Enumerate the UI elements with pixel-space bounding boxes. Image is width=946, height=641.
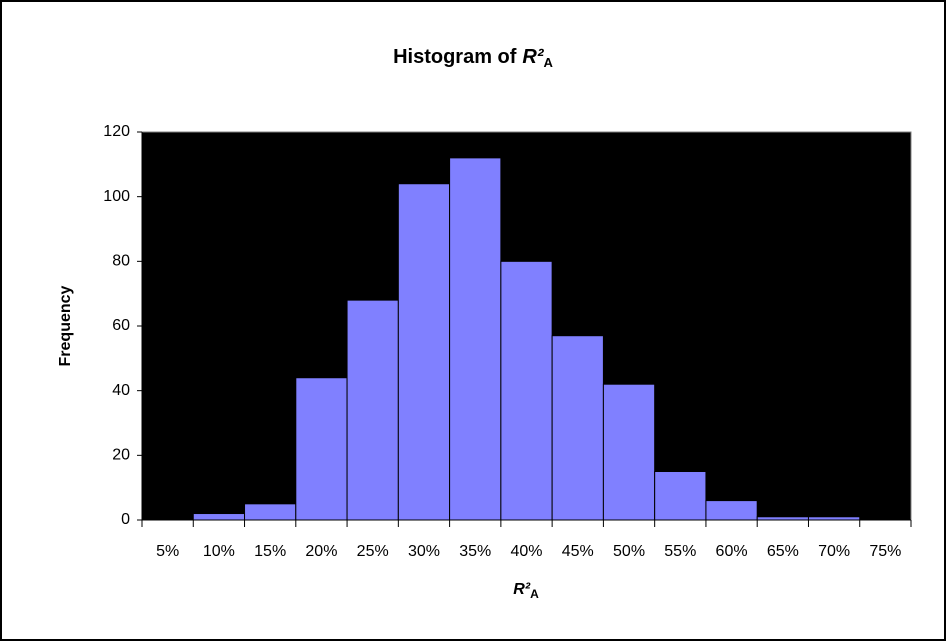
bar xyxy=(295,377,348,521)
x-axis-title-subscript: A xyxy=(530,587,539,601)
y-tick-label: 40 xyxy=(112,382,130,399)
x-tick-label: 10% xyxy=(203,543,235,560)
y-tick-label: 60 xyxy=(112,317,130,334)
bar xyxy=(500,260,553,521)
x-tick-label: 15% xyxy=(254,543,286,560)
chart-title: Histogram of R²A xyxy=(393,46,553,70)
y-tick-label: 120 xyxy=(103,123,130,140)
bar xyxy=(705,500,758,521)
x-tick-label: 55% xyxy=(664,543,696,560)
x-tick-label: 20% xyxy=(305,543,337,560)
x-tick-label: 60% xyxy=(716,543,748,560)
y-tick-label: 100 xyxy=(103,188,130,205)
x-tick-label: 75% xyxy=(869,543,901,560)
y-axis-title: Frequency xyxy=(57,285,74,366)
bar xyxy=(244,503,297,521)
y-tick-label: 0 xyxy=(121,511,130,528)
x-tick-label: 5% xyxy=(156,543,179,560)
bar xyxy=(346,299,399,521)
bar xyxy=(654,471,707,521)
x-tick-label: 70% xyxy=(818,543,850,560)
y-tick-label: 80 xyxy=(112,253,130,270)
chart-title-symbol: R² xyxy=(522,46,544,68)
bar xyxy=(192,513,246,521)
x-tick-label: 65% xyxy=(767,543,799,560)
x-tick-label: 45% xyxy=(562,543,594,560)
bar xyxy=(397,183,451,521)
x-tick-label: 35% xyxy=(459,543,491,560)
bar xyxy=(602,383,656,521)
x-tick-label: 50% xyxy=(613,543,645,560)
chart-title-text: Histogram of xyxy=(393,46,517,68)
x-tick-label: 40% xyxy=(510,543,542,560)
y-tick-label: 20 xyxy=(112,447,130,464)
bar xyxy=(449,157,502,521)
x-axis-title-symbol: R² xyxy=(513,581,531,598)
bar xyxy=(551,335,604,521)
x-axis-title: R²A xyxy=(513,581,539,601)
x-tick-label: 30% xyxy=(408,543,440,560)
chart-title-subscript: A xyxy=(544,55,554,70)
x-tick-label: 25% xyxy=(357,543,389,560)
